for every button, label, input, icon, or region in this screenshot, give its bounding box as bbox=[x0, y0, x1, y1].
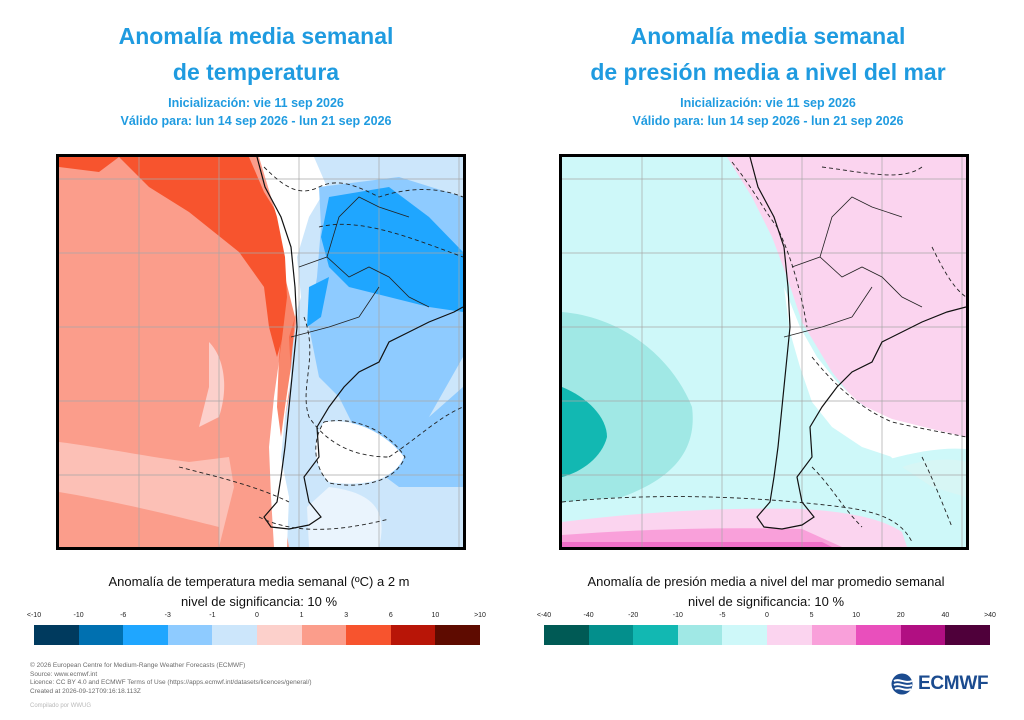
colorbar-swatch bbox=[256, 625, 302, 645]
temperature-colorbar-ticks: <-10 -10 -6 -3 -1 0 1 3 6 10 >10 bbox=[27, 612, 486, 624]
colorbar-swatch bbox=[900, 625, 946, 645]
colorbar-swatch bbox=[722, 625, 767, 645]
colorbar-tick-label: -3 bbox=[164, 612, 171, 619]
temperature-anomaly-map bbox=[56, 154, 466, 550]
pressure-valid-range: Válido para: lun 14 sep 2026 - lun 21 se… bbox=[632, 114, 904, 128]
temperature-colorbar-title: Anomalía de temperatura media semanal (º… bbox=[3, 572, 515, 612]
pressure-significance: nivel de significancia: 10 % bbox=[687, 594, 845, 609]
temperature-colorbar: <-10 -10 -6 -3 -1 0 1 3 6 10 >10 bbox=[27, 612, 486, 646]
colorbar-tick-label: <-10 bbox=[26, 612, 42, 619]
temperature-valid-range: Válido para: lun 14 sep 2026 - lun 21 se… bbox=[120, 114, 392, 128]
colorbar-swatch bbox=[390, 625, 436, 645]
colorbar-tick-label: <-40 bbox=[536, 612, 552, 619]
colorbar-tick-label: -6 bbox=[120, 612, 127, 619]
colorbar-swatch bbox=[435, 625, 480, 645]
colorbar-swatch bbox=[301, 625, 347, 645]
colorbar-swatch bbox=[544, 625, 589, 645]
pressure-title-line2: de presión media a nivel del mar bbox=[590, 59, 946, 85]
footer-source: Source: www.ecmwf.int bbox=[30, 670, 98, 678]
colorbar-tick-label: -5 bbox=[719, 612, 726, 619]
pressure-colorbar-title: Anomalía de presión media a nivel del ma… bbox=[510, 572, 1022, 612]
pressure-init-date: Inicialización: vie 11 sep 2026 bbox=[680, 96, 856, 110]
colorbar-tick-label: -10 bbox=[672, 612, 683, 619]
colorbar-tick-label: 0 bbox=[255, 612, 259, 619]
pressure-panel: Anomalía media semanal de presión media … bbox=[512, 0, 1024, 720]
pressure-colorbar-label: Anomalía de presión media a nivel del ma… bbox=[587, 574, 945, 589]
temperature-colorbar-swatches bbox=[34, 625, 480, 645]
colorbar-swatch bbox=[212, 625, 257, 645]
colorbar-tick-label: 0 bbox=[765, 612, 769, 619]
colorbar-tick-label: 1 bbox=[299, 612, 304, 619]
footer-credits: © 2026 European Centre for Medium-Range … bbox=[30, 662, 312, 696]
colorbar-tick-label: >10 bbox=[474, 612, 486, 619]
temperature-title: Anomalía media semanal de temperatura bbox=[0, 18, 512, 90]
compiled-by: Compilado por WWUG bbox=[30, 703, 92, 709]
temperature-significance: nivel de significancia: 10 % bbox=[180, 594, 338, 609]
temperature-title-line1: Anomalía media semanal bbox=[118, 23, 394, 49]
colorbar-tick-label: -40 bbox=[583, 612, 594, 619]
colorbar-tick-label: -1 bbox=[209, 612, 216, 619]
pressure-title-line1: Anomalía media semanal bbox=[630, 23, 906, 49]
colorbar-swatch bbox=[588, 625, 634, 645]
pressure-colorbar-ticks: <-40 -40 -20 -10 -5 0 5 10 20 40 >40 bbox=[537, 612, 996, 624]
colorbar-tick-label: 6 bbox=[388, 612, 393, 619]
pressure-dates: Inicialización: vie 11 sep 2026 Válido p… bbox=[512, 94, 1024, 130]
colorbar-swatch bbox=[856, 625, 901, 645]
footer-licence: Licence: CC BY 4.0 and ECMWF Terms of Us… bbox=[30, 679, 312, 686]
colorbar-tick-label: 10 bbox=[431, 612, 440, 619]
colorbar-swatch bbox=[34, 625, 79, 645]
temperature-init-date: Inicialización: vie 11 sep 2026 bbox=[168, 96, 344, 110]
colorbar-tick-label: -20 bbox=[628, 612, 639, 619]
colorbar-swatch bbox=[123, 625, 168, 645]
colorbar-tick-label: 20 bbox=[896, 612, 905, 619]
pressure-title: Anomalía media semanal de presión media … bbox=[512, 18, 1024, 90]
temperature-panel: Anomalía media semanal de temperatura In… bbox=[0, 18, 515, 646]
temperature-title-line2: de temperatura bbox=[172, 59, 340, 85]
pressure-anomaly-map bbox=[559, 154, 969, 550]
colorbar-tick-label: 40 bbox=[941, 612, 950, 619]
colorbar-swatch bbox=[633, 625, 678, 645]
ecmwf-logo-icon bbox=[891, 673, 913, 695]
temperature-colorbar-label: Anomalía de temperatura media semanal (º… bbox=[108, 574, 410, 589]
pressure-colorbar-swatches bbox=[544, 625, 990, 645]
footer-created: Created at 2026-09-12T09:16:18.113Z bbox=[30, 687, 141, 695]
pressure-colorbar: <-40 -40 -20 -10 -5 0 5 10 20 40 >40 bbox=[537, 612, 996, 646]
colorbar-swatch bbox=[811, 625, 857, 645]
colorbar-swatch bbox=[945, 625, 990, 645]
colorbar-tick-label: -10 bbox=[73, 612, 84, 619]
ecmwf-logo: ECMWF bbox=[891, 673, 989, 695]
colorbar-tick-label: 10 bbox=[852, 612, 861, 619]
colorbar-swatch bbox=[167, 625, 213, 645]
temperature-dates: Inicialización: vie 11 sep 2026 Válido p… bbox=[0, 94, 512, 130]
colorbar-tick-label: 3 bbox=[344, 612, 349, 619]
colorbar-swatch bbox=[346, 625, 391, 645]
ecmwf-logo-text: ECMWF bbox=[918, 673, 989, 694]
colorbar-tick-label: 5 bbox=[809, 612, 814, 619]
footer-copyright: © 2026 European Centre for Medium-Range … bbox=[30, 662, 246, 669]
colorbar-swatch bbox=[677, 625, 723, 645]
colorbar-swatch bbox=[766, 625, 812, 645]
colorbar-tick-label: >40 bbox=[984, 612, 996, 619]
colorbar-swatch bbox=[78, 625, 124, 645]
